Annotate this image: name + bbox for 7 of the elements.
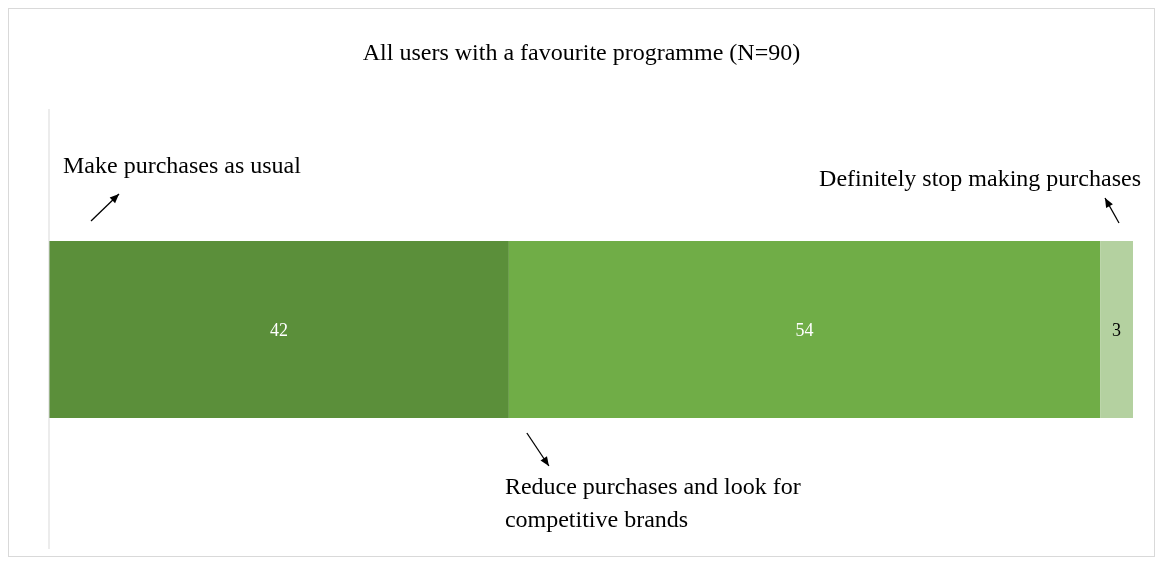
text: Reduce purchases and look for competitive brands bbox=[504, 472, 802, 534]
data-label: 3 bbox=[1112, 319, 1122, 340]
text: Make purchases as usual bbox=[63, 152, 302, 178]
data-label: 54 bbox=[795, 319, 814, 340]
data-label: 42 bbox=[269, 319, 288, 340]
text: Definitely stop making purchases bbox=[819, 165, 1141, 191]
chart-title: All users with a favourite programme (N=90) bbox=[361, 39, 802, 66]
